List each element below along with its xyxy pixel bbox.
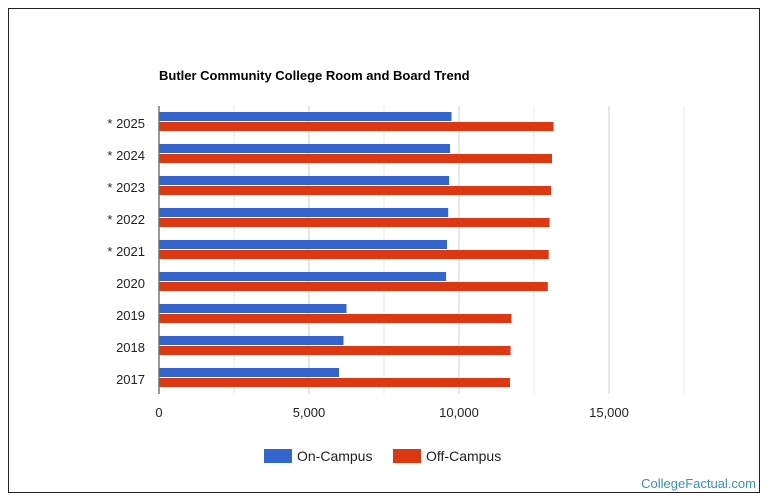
bar-on-campus (159, 176, 450, 185)
y-category-label: * 2025 (107, 116, 145, 131)
y-category-label: * 2021 (107, 244, 145, 259)
x-tick-label: 15,000 (589, 405, 629, 420)
legend-label: On-Campus (297, 448, 372, 464)
legend-swatch (264, 449, 292, 463)
bar-on-campus (159, 208, 449, 217)
bar-on-campus (159, 240, 447, 249)
bar-on-campus (159, 336, 344, 345)
x-tick-label: 10,000 (439, 405, 479, 420)
bar-off-campus (159, 314, 512, 323)
x-tick-label: 0 (155, 405, 162, 420)
y-category-label: 2019 (116, 308, 145, 323)
y-category-label: 2020 (116, 276, 145, 291)
bar-off-campus (159, 186, 552, 195)
bar-off-campus (159, 282, 548, 291)
bar-off-campus (159, 378, 510, 387)
y-category-label: * 2024 (107, 148, 145, 163)
bar-on-campus (159, 144, 450, 153)
y-category-label: 2018 (116, 340, 145, 355)
bar-off-campus (159, 218, 550, 227)
chart-title: Butler Community College Room and Board … (159, 68, 470, 83)
bar-off-campus (159, 122, 554, 131)
bar-on-campus (159, 368, 339, 377)
legend-swatch (393, 449, 421, 463)
legend-label: Off-Campus (426, 448, 501, 464)
source-credit-link[interactable]: CollegeFactual.com (641, 476, 756, 491)
bar-on-campus (159, 272, 447, 281)
y-category-label: * 2022 (107, 212, 145, 227)
bar-off-campus (159, 346, 511, 355)
y-category-label: 2017 (116, 372, 145, 387)
x-tick-label: 5,000 (293, 405, 326, 420)
bar-on-campus (159, 112, 452, 121)
bar-off-campus (159, 154, 552, 163)
bar-off-campus (159, 250, 549, 259)
bar-on-campus (159, 304, 347, 313)
y-category-label: * 2023 (107, 180, 145, 195)
